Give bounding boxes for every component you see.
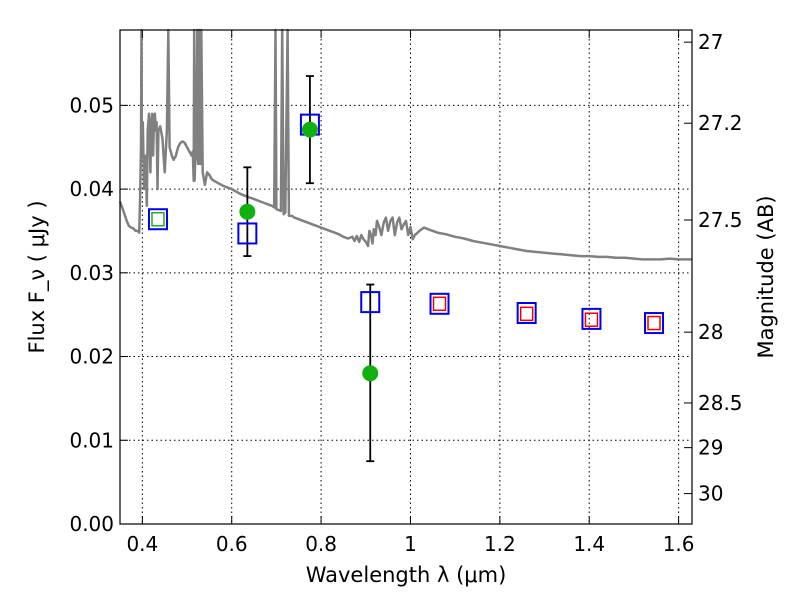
inner-flux-box bbox=[519, 306, 534, 322]
y2-tick-label: 28 bbox=[698, 320, 723, 344]
data-markers bbox=[147, 113, 665, 382]
y2-tick-label: 27 bbox=[698, 30, 723, 54]
model-flux-box bbox=[581, 307, 602, 330]
y-tick-label: 0.05 bbox=[69, 93, 114, 117]
x-tick-label: 1 bbox=[404, 532, 417, 556]
y-tick-label: 0.04 bbox=[69, 177, 114, 201]
x-tick-label: 0.4 bbox=[126, 532, 158, 556]
y-tick-label: 0.03 bbox=[69, 261, 114, 285]
observed-flux-point bbox=[362, 365, 379, 382]
model-spectrum-line bbox=[118, 28, 692, 261]
axis-ticks: 0.4 0.6 0.8 1 1.2 1.4 1.6 0.00 0.01 0.02 0.03 0.04 0… bbox=[69, 30, 743, 556]
x-tick-label: 1.4 bbox=[573, 532, 605, 556]
y-tick-label: 0.00 bbox=[69, 512, 114, 536]
y2-axis-title: Magnitude (AB) bbox=[754, 195, 778, 358]
y-tick-label: 0.01 bbox=[69, 428, 114, 452]
plot-frame bbox=[119, 29, 693, 525]
model-spectrum bbox=[118, 28, 692, 261]
model-flux-box bbox=[360, 291, 381, 314]
model-flux-box bbox=[237, 222, 258, 245]
y-axis-title: Flux F_ν ( μJy ) bbox=[25, 200, 50, 353]
inner-flux-box bbox=[647, 315, 661, 331]
x-tick-label: 1.2 bbox=[484, 532, 516, 556]
model-flux-box bbox=[429, 292, 450, 315]
x-tick-label: 0.8 bbox=[305, 532, 337, 556]
y2-tick-label: 30 bbox=[698, 482, 723, 506]
y2-tick-label: 28.5 bbox=[698, 391, 743, 415]
y2-tick-label: 27.2 bbox=[698, 111, 743, 135]
model-flux-box bbox=[147, 208, 168, 231]
y-tick-label: 0.02 bbox=[69, 345, 114, 369]
x-axis-title: Wavelength λ (μm) bbox=[306, 563, 507, 587]
inner-flux-box bbox=[151, 211, 165, 227]
model-flux-box bbox=[644, 312, 665, 335]
x-tick-label: 1.6 bbox=[663, 532, 695, 556]
x-tick-label: 0.6 bbox=[216, 532, 248, 556]
observed-flux-point bbox=[239, 203, 256, 220]
y2-tick-label: 29 bbox=[698, 436, 723, 460]
inner-flux-box bbox=[432, 296, 447, 312]
grid-lines bbox=[120, 30, 692, 525]
observed-flux-point bbox=[301, 121, 318, 138]
inner-flux-box bbox=[584, 312, 599, 327]
model-flux-box bbox=[516, 302, 537, 325]
y2-tick-label: 27.5 bbox=[698, 208, 743, 232]
